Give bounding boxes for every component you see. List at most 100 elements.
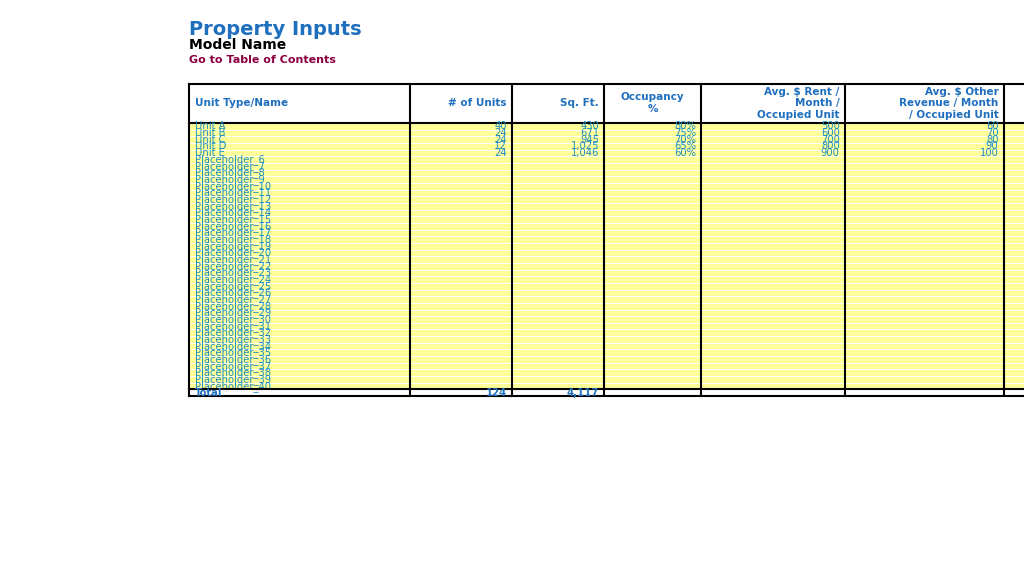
Text: Placeholder_10: Placeholder_10: [195, 181, 270, 192]
Text: 671: 671: [580, 128, 599, 138]
Text: 12: 12: [495, 141, 507, 151]
Bar: [189, 209, 1024, 216]
Bar: [189, 230, 1024, 236]
Bar: [189, 290, 1024, 296]
Bar: [189, 376, 1024, 383]
Text: Placeholder_23: Placeholder_23: [195, 267, 270, 278]
Bar: [189, 356, 1024, 363]
Text: 75%: 75%: [674, 128, 696, 138]
Bar: [189, 383, 1024, 389]
Text: Placeholder_18: Placeholder_18: [195, 234, 270, 245]
Text: Placeholder_14: Placeholder_14: [195, 207, 270, 218]
Text: 800: 800: [821, 141, 840, 151]
Bar: [189, 130, 1024, 136]
Bar: [189, 196, 1024, 203]
Text: Placeholder_22: Placeholder_22: [195, 261, 270, 272]
Bar: [189, 323, 1024, 329]
Text: Total: Total: [195, 388, 222, 398]
Text: Placeholder_20: Placeholder_20: [195, 248, 270, 258]
Bar: [189, 336, 1024, 343]
Text: Placeholder_24: Placeholder_24: [195, 274, 270, 285]
Bar: [189, 276, 1024, 283]
Bar: [189, 303, 1024, 309]
Text: Placeholder_39: Placeholder_39: [195, 374, 270, 385]
Bar: [189, 263, 1024, 269]
Text: 90: 90: [986, 141, 998, 151]
Bar: [189, 156, 1024, 163]
Text: 1,025: 1,025: [570, 141, 599, 151]
Text: Occupancy
%: Occupancy %: [621, 92, 685, 114]
Bar: [189, 316, 1024, 323]
Text: 700: 700: [821, 134, 840, 145]
Text: Placeholder_9: Placeholder_9: [195, 174, 264, 185]
Text: 60: 60: [986, 121, 998, 131]
Text: 900: 900: [821, 148, 840, 158]
Text: Go to Table of Contents: Go to Table of Contents: [189, 55, 336, 65]
Bar: [189, 176, 1024, 183]
Bar: [189, 143, 1024, 149]
Text: Placeholder_8: Placeholder_8: [195, 167, 264, 178]
Text: Placeholder_36: Placeholder_36: [195, 354, 270, 365]
Text: Placeholder_38: Placeholder_38: [195, 368, 270, 379]
Text: 1,046: 1,046: [570, 148, 599, 158]
Text: Unit E: Unit E: [195, 148, 224, 158]
Text: 80%: 80%: [675, 121, 696, 131]
Text: 24: 24: [495, 134, 507, 145]
Bar: [189, 216, 1024, 223]
Text: 4,117: 4,117: [567, 388, 599, 398]
Text: Placeholder_31: Placeholder_31: [195, 321, 270, 332]
Text: 80: 80: [986, 134, 998, 145]
Text: Placeholder_11: Placeholder_11: [195, 188, 270, 198]
Text: # of Units: # of Units: [449, 98, 507, 108]
Text: Avg. $ Rent /
Month /
Occupied Unit: Avg. $ Rent / Month / Occupied Unit: [757, 87, 840, 120]
Text: Avg. $ Other
Revenue / Month
/ Occupied Unit: Avg. $ Other Revenue / Month / Occupied …: [899, 87, 998, 120]
Text: 70%: 70%: [675, 134, 696, 145]
Bar: [189, 223, 1024, 230]
Text: Placeholder_30: Placeholder_30: [195, 314, 270, 325]
Text: Placeholder_28: Placeholder_28: [195, 301, 270, 312]
Text: 70: 70: [986, 128, 998, 138]
Bar: [189, 203, 1024, 209]
Text: Placeholder_35: Placeholder_35: [195, 347, 270, 358]
Text: 124: 124: [485, 388, 507, 398]
Bar: [189, 343, 1024, 350]
Text: Unit Type/Name: Unit Type/Name: [195, 98, 288, 108]
Bar: [189, 283, 1024, 290]
Text: Placeholder_27: Placeholder_27: [195, 294, 270, 305]
Text: Placeholder_6: Placeholder_6: [195, 154, 264, 165]
Bar: [189, 309, 1024, 316]
Bar: [189, 296, 1024, 303]
Text: 430: 430: [581, 121, 599, 131]
Bar: [189, 350, 1024, 356]
Text: 40: 40: [495, 121, 507, 131]
Bar: [189, 149, 1024, 156]
Text: Placeholder_29: Placeholder_29: [195, 308, 270, 319]
Text: Placeholder_40: Placeholder_40: [195, 381, 270, 392]
Bar: [189, 190, 1024, 196]
Bar: [189, 136, 1024, 143]
Text: 60%: 60%: [675, 148, 696, 158]
Text: Placeholder_21: Placeholder_21: [195, 254, 270, 265]
Text: 945: 945: [580, 134, 599, 145]
Text: Unit B: Unit B: [195, 128, 225, 138]
Text: Sq. Ft.: Sq. Ft.: [560, 98, 599, 108]
Text: Unit C: Unit C: [195, 134, 225, 145]
Bar: [189, 183, 1024, 190]
Text: Placeholder_7: Placeholder_7: [195, 161, 264, 172]
Bar: [189, 249, 1024, 256]
Text: Placeholder_25: Placeholder_25: [195, 281, 270, 291]
Text: 100: 100: [980, 148, 998, 158]
Bar: [189, 123, 1024, 130]
Text: Placeholder_26: Placeholder_26: [195, 287, 270, 298]
Bar: [189, 236, 1024, 243]
Bar: [189, 163, 1024, 170]
Text: Placeholder_19: Placeholder_19: [195, 241, 270, 252]
Text: 500: 500: [821, 121, 840, 131]
Bar: [189, 363, 1024, 369]
Text: Property Inputs: Property Inputs: [189, 20, 362, 39]
Text: Placeholder_12: Placeholder_12: [195, 194, 270, 205]
Text: Placeholder_32: Placeholder_32: [195, 327, 270, 338]
Text: Placeholder_17: Placeholder_17: [195, 227, 270, 238]
Text: Unit D: Unit D: [195, 141, 226, 151]
Bar: [189, 170, 1024, 176]
